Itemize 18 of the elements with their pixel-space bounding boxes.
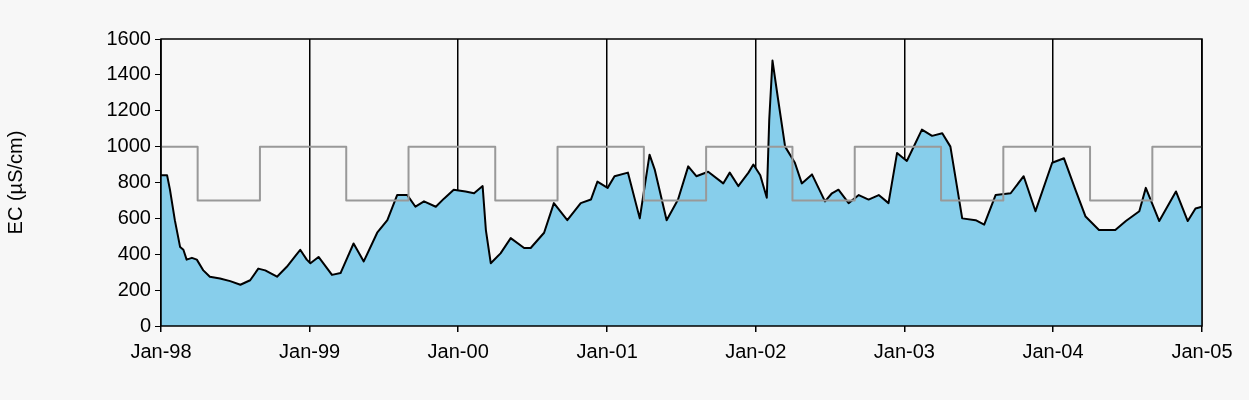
x-tick-label: Jan-02 <box>725 339 787 362</box>
y-tick-label: 1400 <box>106 62 151 85</box>
y-tick-label: 1200 <box>106 98 151 121</box>
y-axis-title: EC (µS/cm) <box>3 130 26 235</box>
y-tick-label: 600 <box>117 205 151 228</box>
x-tick-label: Jan-01 <box>576 339 638 362</box>
x-tick-label: Jan-99 <box>279 339 341 362</box>
y-tick-label: 0 <box>139 313 151 336</box>
y-tick-label: 1000 <box>106 134 151 157</box>
x-tick-label: Jan-03 <box>873 339 935 362</box>
x-tick-label: Jan-98 <box>130 339 192 362</box>
y-tick-label: 800 <box>117 170 151 193</box>
x-tick-label: Jan-04 <box>1022 339 1084 362</box>
y-tick-label: 400 <box>117 241 151 264</box>
y-tick-label: 200 <box>117 277 151 300</box>
x-tick-label: Jan-05 <box>1171 339 1233 362</box>
x-tick-label: Jan-00 <box>427 339 489 362</box>
y-tick-label: 1600 <box>106 26 151 49</box>
